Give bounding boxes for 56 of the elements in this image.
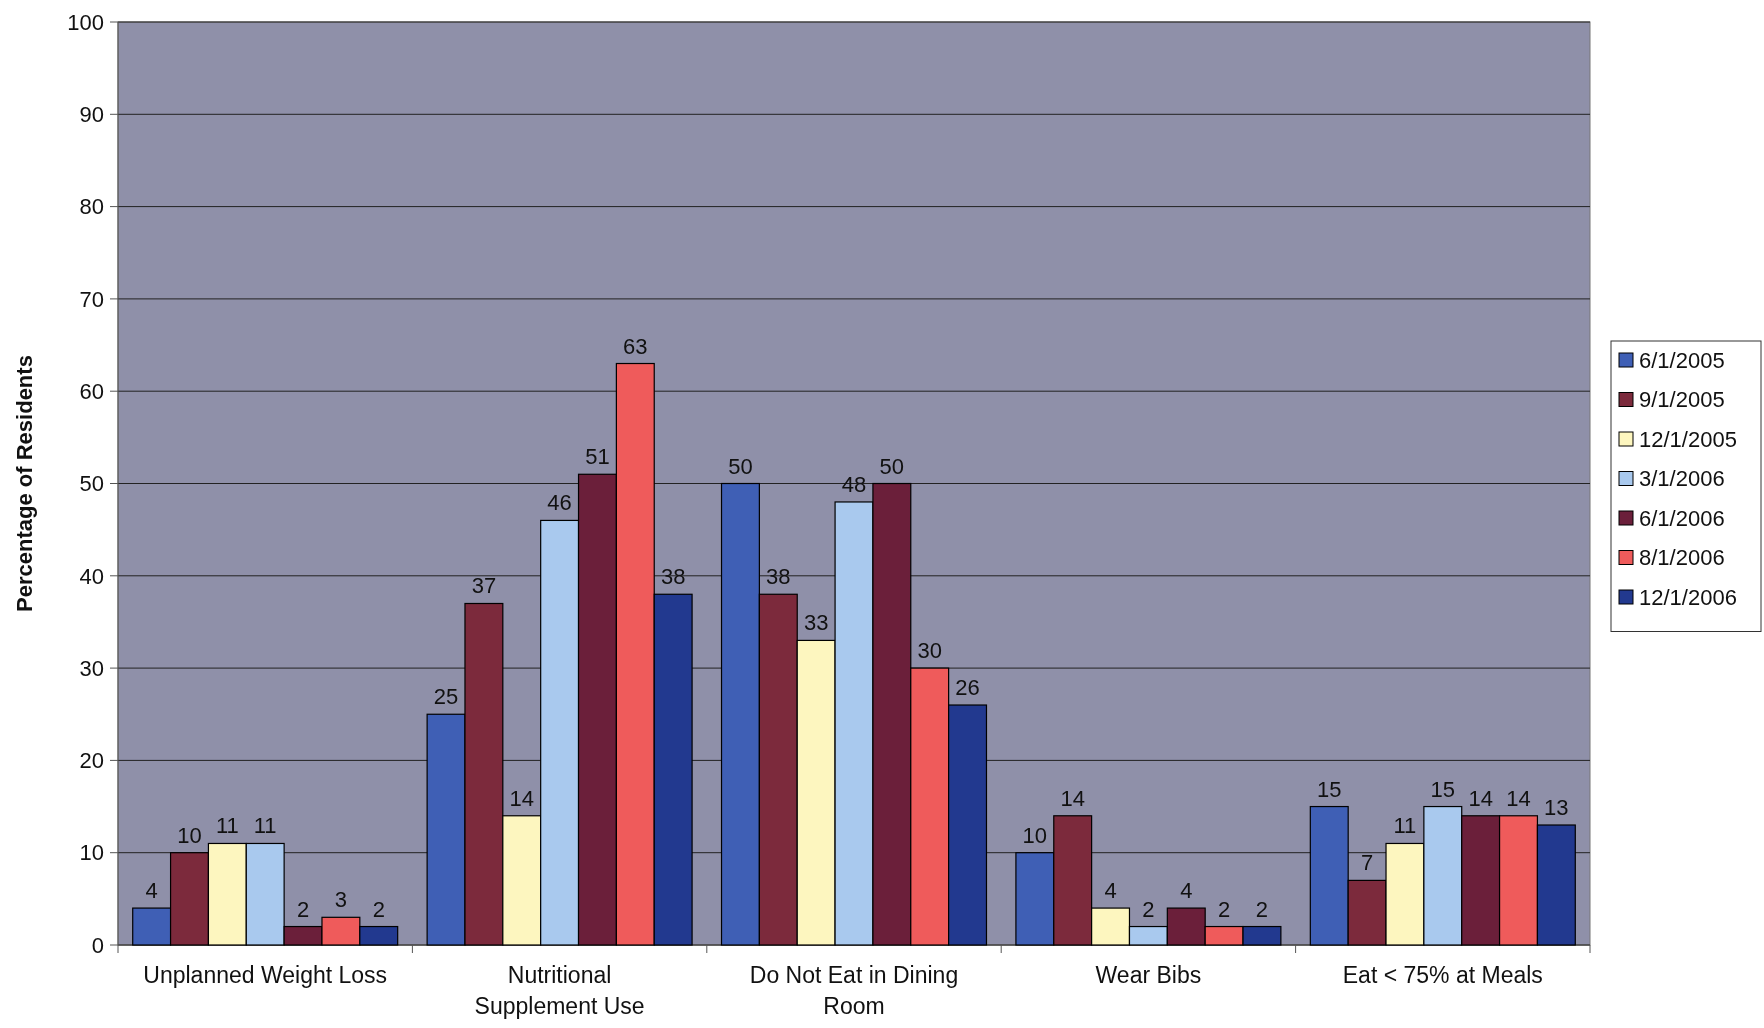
x-tick-label: Wear Bibs	[1095, 962, 1202, 988]
data-label: 2	[1255, 896, 1269, 922]
data-label: 13	[1544, 795, 1569, 821]
y-tick-label: 60	[79, 378, 104, 404]
legend-label: 6/1/2006	[1639, 505, 1725, 531]
y-tick-label: 90	[79, 102, 104, 127]
data-label: 2	[296, 896, 310, 922]
data-label: 2	[1142, 896, 1155, 922]
data-label: 4	[1180, 878, 1193, 904]
y-tick-label: 40	[79, 563, 104, 589]
y-tick-label: 10	[79, 840, 104, 866]
legend-label: 8/1/2006	[1639, 545, 1725, 571]
data-label: 50	[879, 453, 905, 479]
y-tick-label: 30	[79, 655, 104, 681]
data-label: 10	[1022, 822, 1048, 848]
data-label: 11	[215, 813, 239, 839]
y-tick-label: 70	[79, 286, 104, 312]
data-label: 14	[509, 785, 534, 811]
legend-label: 6/1/2005	[1639, 347, 1725, 373]
data-label: 7	[1360, 850, 1374, 876]
data-label: 15	[1317, 776, 1342, 802]
data-label: 11	[253, 813, 277, 839]
y-tick-label: 20	[79, 748, 104, 774]
data-label: 14	[1506, 785, 1531, 811]
data-label: 63	[623, 333, 648, 359]
legend-label: 9/1/2005	[1639, 387, 1725, 413]
legend-label: 12/1/2006	[1639, 584, 1737, 610]
y-tick-label: 0	[91, 932, 104, 958]
legend-label: 12/1/2005	[1639, 426, 1737, 452]
data-label: 2	[372, 896, 385, 922]
data-label: 26	[955, 675, 980, 701]
y-tick-label: 80	[79, 194, 104, 220]
x-tick-label: Nutritional Supplement Use	[474, 962, 645, 1019]
data-label: 33	[803, 610, 829, 636]
data-label: 2	[1217, 896, 1231, 922]
x-tick-label: Eat < 75% at Meals	[1342, 962, 1543, 988]
y-tick-label: 100	[67, 9, 104, 35]
legend-label: 3/1/2006	[1639, 466, 1725, 492]
data-label: 11	[1393, 813, 1417, 839]
data-label: 14	[1468, 785, 1493, 811]
data-label: 15	[1430, 776, 1456, 802]
data-label: 37	[471, 573, 497, 599]
data-label: 51	[585, 444, 610, 470]
data-label: 30	[917, 638, 942, 664]
x-tick-label: Do Not Eat in Dining Room	[749, 962, 959, 1019]
data-label: 4	[1104, 878, 1117, 904]
data-label: 10	[177, 822, 202, 848]
data-label: 50	[728, 453, 753, 479]
y-tick-label: 50	[79, 471, 104, 497]
data-label: 25	[433, 684, 459, 710]
data-label: 14	[1060, 785, 1085, 811]
data-label: 4	[145, 878, 158, 904]
data-label: 46	[547, 490, 572, 516]
y-axis-title: Percentage of Residents	[12, 355, 37, 612]
x-tick-label: Unplanned Weight Loss	[143, 962, 388, 988]
data-label: 3	[334, 887, 348, 913]
